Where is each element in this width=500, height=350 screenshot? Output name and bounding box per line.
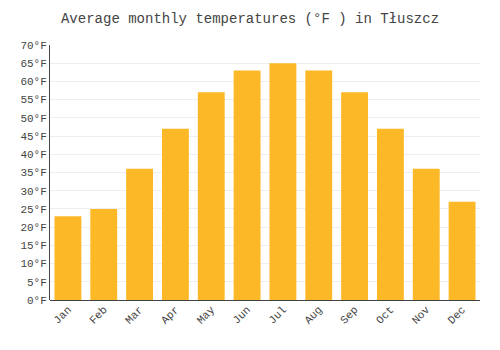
svg-text:55°F: 55°F bbox=[20, 94, 46, 106]
svg-text:10°F: 10°F bbox=[20, 258, 46, 270]
svg-text:Mar: Mar bbox=[123, 304, 145, 326]
svg-text:65°F: 65°F bbox=[20, 58, 46, 70]
svg-text:30°F: 30°F bbox=[20, 186, 46, 198]
svg-text:Sep: Sep bbox=[338, 304, 360, 326]
svg-text:25°F: 25°F bbox=[20, 204, 46, 216]
svg-text:Jun: Jun bbox=[231, 304, 253, 326]
svg-text:20°F: 20°F bbox=[20, 222, 46, 234]
svg-text:Nov: Nov bbox=[410, 304, 433, 327]
svg-text:Jul: Jul bbox=[266, 304, 288, 326]
svg-text:May: May bbox=[195, 304, 218, 327]
svg-text:Average monthly temperatures (: Average monthly temperatures (°F ) in Tł… bbox=[61, 11, 439, 27]
svg-text:40°F: 40°F bbox=[20, 149, 46, 161]
svg-text:Feb: Feb bbox=[87, 304, 109, 326]
svg-text:Aug: Aug bbox=[302, 304, 324, 326]
svg-text:70°F: 70°F bbox=[20, 40, 46, 52]
svg-text:Dec: Dec bbox=[446, 304, 468, 326]
svg-text:35°F: 35°F bbox=[20, 167, 46, 179]
svg-text:60°F: 60°F bbox=[20, 76, 46, 88]
svg-text:0°F: 0°F bbox=[27, 295, 47, 307]
svg-text:45°F: 45°F bbox=[20, 131, 46, 143]
svg-text:5°F: 5°F bbox=[27, 277, 47, 289]
svg-text:50°F: 50°F bbox=[20, 113, 46, 125]
svg-text:Apr: Apr bbox=[159, 304, 181, 326]
svg-text:Jan: Jan bbox=[51, 304, 73, 326]
svg-text:15°F: 15°F bbox=[20, 240, 46, 252]
svg-text:Oct: Oct bbox=[374, 304, 396, 326]
